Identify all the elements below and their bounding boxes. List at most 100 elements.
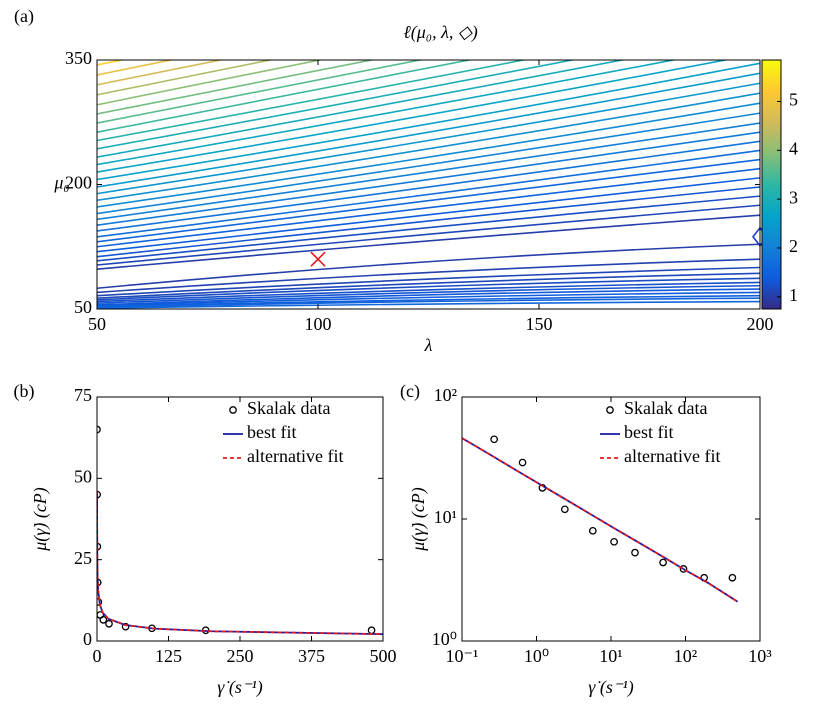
y-tick-label: 10²	[434, 385, 457, 405]
y-tick-label: 75	[74, 385, 92, 405]
cross-marker	[310, 251, 326, 267]
x-tick-label: 100	[305, 314, 332, 334]
colorbar-tick-label: 5	[789, 90, 798, 110]
y-axis-label: μ(γ̇) (cP)	[408, 487, 429, 552]
contour-line	[97, 214, 760, 270]
contour-line	[97, 149, 760, 238]
contour-line	[97, 300, 760, 309]
data-point	[518, 458, 527, 467]
chart-title: ℓ(μ₀, λ, ◇)	[403, 22, 477, 43]
y-tick-label: 0	[83, 629, 92, 649]
x-tick-label: 10⁰	[524, 646, 549, 666]
data-point	[99, 616, 108, 624]
contour-line	[97, 62, 760, 181]
contour-line	[97, 60, 678, 166]
contour-line	[97, 294, 760, 308]
data-point	[610, 537, 618, 546]
contour-line	[97, 195, 760, 262]
data-point	[588, 526, 597, 535]
x-tick-label: 500	[370, 646, 397, 666]
y-axis-label: μ₀	[53, 173, 69, 193]
x-tick-label: 250	[227, 646, 254, 666]
data-point	[631, 548, 639, 557]
plot-area	[462, 435, 739, 603]
colorbar-tick-label: 2	[789, 236, 798, 256]
legend-label: alternative fit	[624, 446, 720, 466]
contour-line	[97, 288, 760, 306]
contour-line	[97, 266, 760, 297]
panel-label: (b)	[14, 381, 35, 402]
contour-line	[97, 72, 760, 188]
fit-line	[462, 437, 739, 603]
x-tick-label: 50	[88, 314, 106, 334]
legend-label: alternative fit	[247, 446, 343, 466]
contour-line	[97, 60, 577, 150]
legend-label: Skalak data	[247, 398, 330, 418]
contour-line	[97, 186, 760, 258]
colorbar-tick-label: 1	[789, 285, 798, 305]
contour-line	[97, 277, 760, 301]
contour-line	[97, 60, 627, 158]
contour-line	[97, 158, 760, 243]
x-tick-label: 200	[747, 314, 774, 334]
contour-line	[97, 297, 760, 309]
contour-line	[97, 112, 760, 215]
contour-line	[97, 140, 760, 232]
x-tick-label: 125	[155, 646, 182, 666]
contour-line	[97, 60, 324, 106]
contour-line	[97, 60, 730, 173]
x-axis-label: λ	[424, 335, 433, 355]
contour-line	[97, 167, 760, 248]
x-tick-label: 10³	[748, 646, 772, 666]
contour-line	[97, 60, 425, 124]
fit-line	[97, 491, 383, 636]
data-point	[121, 622, 130, 631]
contour-line	[97, 60, 374, 115]
x-tick-label: 0	[93, 646, 102, 666]
contour-line	[97, 60, 275, 96]
data-point	[490, 435, 498, 444]
y-tick-label: 350	[65, 48, 92, 68]
data-point	[560, 505, 569, 514]
x-tick-label: 10²	[674, 646, 697, 666]
data-point	[105, 619, 113, 628]
y-tick-label: 25	[74, 548, 92, 568]
legend-symbol	[606, 406, 614, 414]
contour-line	[97, 122, 760, 221]
colorbar-frame	[761, 59, 782, 310]
contour-line	[97, 60, 225, 86]
colorbar-tick-label: 3	[789, 187, 798, 207]
contour-line	[97, 82, 760, 195]
x-axis-label: γ̇ (s⁻¹)	[217, 677, 262, 698]
contour-line	[97, 60, 476, 133]
legend-symbol	[229, 406, 237, 414]
data-point	[367, 626, 376, 635]
y-tick-label: 50	[74, 466, 92, 486]
contour-line	[97, 281, 760, 303]
legend-label: best fit	[247, 422, 297, 442]
y-tick-label: 10⁰	[432, 629, 457, 649]
contour-line	[97, 92, 760, 202]
fit-line	[97, 491, 383, 636]
y-tick-label: 200	[65, 173, 92, 193]
y-tick-label: 50	[74, 297, 92, 317]
data-point	[659, 558, 667, 567]
x-tick-label: 375	[298, 646, 325, 666]
contour-line	[97, 102, 760, 208]
data-point	[728, 573, 737, 582]
x-tick-label: 10¹	[599, 646, 622, 666]
contour-line	[97, 131, 760, 226]
colorbar	[762, 60, 781, 309]
legend-label: Skalak data	[624, 398, 707, 418]
colorbar-tick-label: 4	[789, 138, 798, 158]
contour-line	[97, 258, 760, 294]
panel-label: (a)	[14, 6, 34, 27]
legend-label: best fit	[624, 422, 674, 442]
contour-line	[97, 243, 760, 290]
panel-label: (c)	[400, 381, 420, 402]
contour-line	[97, 204, 760, 266]
y-tick-label: 10¹	[434, 507, 457, 527]
x-tick-label: 10⁻¹	[446, 646, 479, 666]
data-point	[679, 565, 688, 573]
y-axis-label: μ(γ̇) (cP)	[30, 487, 51, 552]
